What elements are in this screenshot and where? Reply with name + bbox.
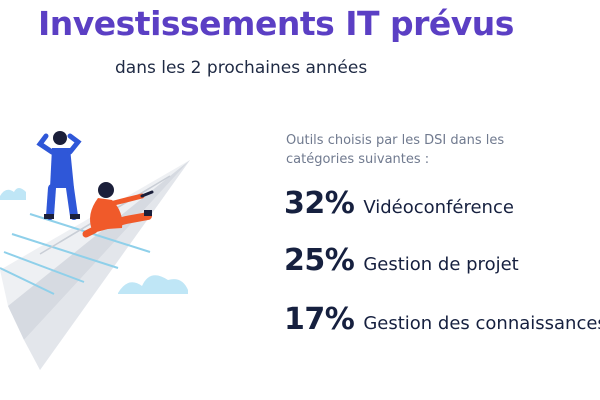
stat-label: Gestion des connaissances [363, 313, 600, 334]
intro-text: Outils choisis par les DSI dans les caté… [286, 133, 505, 167]
stat-label: Vidéoconférence [363, 197, 514, 218]
page-subtitle: dans les 2 prochaines années [115, 58, 368, 78]
stat-videoconference: 32% Vidéoconférence [284, 186, 514, 221]
standing-person-icon [36, 131, 82, 220]
stat-label: Gestion de projet [363, 254, 519, 275]
stat-knowledge-management: 17% Gestion des connaissances [284, 302, 600, 337]
stat-percent: 17% [284, 302, 355, 337]
stat-project-management: 25% Gestion de projet [284, 243, 519, 278]
stat-percent: 32% [284, 186, 355, 221]
illustration [0, 131, 190, 370]
cloud-icon [0, 188, 188, 294]
page-title: Investissements IT prévus [38, 4, 514, 43]
stat-percent: 25% [284, 243, 355, 278]
paper-plane-icon [0, 160, 190, 370]
sitting-person-icon [82, 182, 154, 238]
